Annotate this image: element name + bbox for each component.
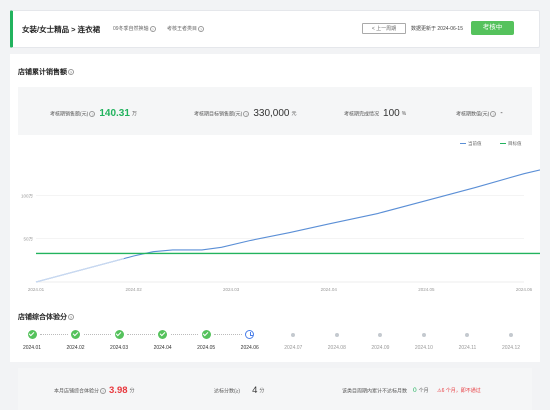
help-icon[interactable]: ? <box>490 110 497 117</box>
timeline-connector <box>40 334 68 335</box>
metric-info: 考核王者类目? <box>167 25 205 32</box>
timeline-month-label: 2024.02 <box>66 345 85 351</box>
timeline-month-label: 2024.01 <box>22 345 42 351</box>
season-info: 09冬季自然换轴? <box>113 25 156 32</box>
legend-target[interactable]: 目标值 <box>500 141 522 147</box>
timeline-connector <box>127 334 155 335</box>
help-icon[interactable]: ? <box>89 110 96 117</box>
timeline-dot[interactable] <box>509 332 513 337</box>
timeline-connector <box>83 334 112 335</box>
update-date: 数据更新于 2024-06-15 <box>411 26 463 32</box>
timeline-month-label: 2024.12 <box>501 345 521 351</box>
help-icon[interactable]: ? <box>198 25 205 32</box>
timeline-connector <box>214 334 242 335</box>
stat-completion: 考核期完成情况 100% <box>344 108 407 120</box>
timeline-month-label: 2024.07 <box>284 345 303 351</box>
score-timeline: 2024.01 2024.02 2024.03 2024.04 2024.05 2024.… <box>10 330 540 360</box>
x-tick-label: 2024.01 <box>28 287 45 292</box>
legend-current[interactable]: 当前值 <box>460 141 482 147</box>
fail-months: 该类目周期内累计不达标月数 0 个月 ⚠6 个月，即不通过 <box>342 387 481 395</box>
timeline-dot[interactable] <box>378 332 383 337</box>
current-value-line <box>35 169 540 283</box>
x-tick-label: 2024.04 <box>321 287 338 292</box>
timeline-month-label: 2024.05 <box>197 345 216 351</box>
monthly-score: 本月店铺综合体验分? 3.98 分 <box>54 385 135 397</box>
help-icon[interactable]: ? <box>68 314 74 321</box>
status-button[interactable]: 考核中 <box>471 21 514 35</box>
x-tick-label: 2024.03 <box>223 287 240 292</box>
sales-stats: 考核期销售额(元)? 140.31 万 考核期目标销售额(元)? 330,000 元 考… <box>18 87 532 135</box>
sales-title: 店铺累计销售额? <box>18 69 74 76</box>
timeline-month-label: 2024.09 <box>371 345 390 351</box>
check-icon[interactable] <box>114 330 124 339</box>
timeline-month-label: 2024.06 <box>240 345 259 351</box>
timeline-month-label: 2024.10 <box>414 345 433 351</box>
stat-value: 考核期数值(元)? - <box>456 110 503 118</box>
help-icon[interactable]: ? <box>100 387 107 394</box>
timeline-dot[interactable] <box>291 332 296 337</box>
prev-period-button[interactable]: < 上一周期 <box>362 23 406 34</box>
x-tick-label: 2024.02 <box>125 287 142 292</box>
help-icon[interactable]: ? <box>68 69 74 76</box>
stat-sales: 考核期销售额(元)? 140.31 万 <box>50 108 137 120</box>
standard-score: 达标分数(≥) 4 分 <box>214 385 265 397</box>
sales-panel: 店铺累计销售额? 考核期销售额(元)? 140.31 万 考核期目标销售额(元)? 3… <box>10 54 540 302</box>
x-tick-label: 2024.05 <box>418 287 435 292</box>
sales-line-chart: 50万 100万 2024.01 2024.02 2024.03 2024.04 2024.… <box>21 169 540 292</box>
score-summary: 本月店铺综合体验分? 3.98 分 达标分数(≥) 4 分 该类目周期内累计不达标月数 0… <box>18 368 532 410</box>
x-tick-label: 2024.06 <box>516 287 533 292</box>
help-icon[interactable]: ? <box>243 110 250 117</box>
timeline-month-label: 2024.04 <box>153 345 172 351</box>
check-icon[interactable] <box>71 330 81 339</box>
timeline-connector <box>170 334 199 335</box>
timeline-month-label: 2024.08 <box>327 345 346 351</box>
help-icon[interactable]: ? <box>149 25 156 32</box>
timeline-month-label: 2024.11 <box>458 345 477 351</box>
y-tick-label: 50万 <box>23 237 33 243</box>
stat-target: 考核期目标销售额(元)? 330,000 元 <box>194 108 297 120</box>
check-icon[interactable] <box>158 330 168 339</box>
clock-icon[interactable] <box>245 330 255 339</box>
timeline-dot[interactable] <box>334 332 339 337</box>
timeline-dot[interactable] <box>421 332 426 337</box>
y-tick-label: 100万 <box>21 193 34 199</box>
timeline-month-label: 2024.03 <box>110 345 129 351</box>
check-icon[interactable] <box>27 330 37 339</box>
category-header: 女装/女士精品 > 连衣裙 09冬季自然换轴? 考核王者类目? < 上一周期 数… <box>10 10 540 48</box>
current-value-line-start <box>35 258 124 283</box>
timeline-dot[interactable] <box>465 332 470 337</box>
score-title: 店铺综合体验分? <box>18 314 74 321</box>
breadcrumb: 女装/女士精品 > 连衣裙 <box>22 25 101 34</box>
score-panel: 店铺综合体验分? 2024.01 2024.02 2024.03 2024.04 202… <box>10 302 540 362</box>
check-icon[interactable] <box>201 330 211 339</box>
